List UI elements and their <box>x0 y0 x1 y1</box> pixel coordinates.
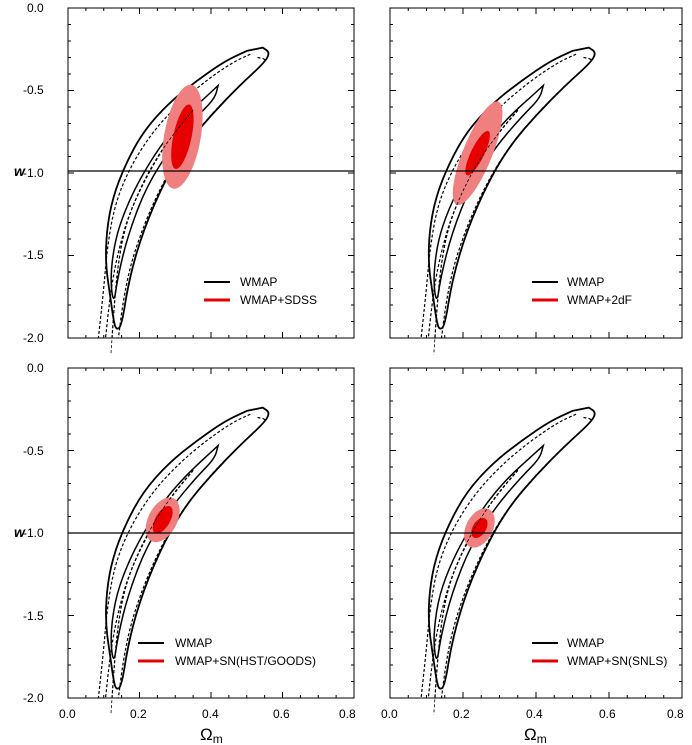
y-tick-label: 0.0 <box>27 1 44 15</box>
x-tick-label: 0.4 <box>526 707 543 721</box>
x-tick-label: 0.0 <box>59 707 76 721</box>
wmap-inner-dashed-overlay <box>433 470 519 715</box>
y-axis-label: w <box>14 163 26 179</box>
legend: WMAP WMAP+SN(SNLS) <box>532 636 667 668</box>
y-tick-label: 0.0 <box>27 361 44 375</box>
tick-marks <box>67 367 355 699</box>
legend-label-combined: WMAP+SN(HST/GOODS) <box>175 654 316 668</box>
x-tick-label: 0.0 <box>381 707 398 721</box>
legend-label-combined: WMAP+SDSS <box>240 293 317 307</box>
wmap-outer-dashed <box>117 416 266 698</box>
legend-label-wmap: WMAP <box>567 636 604 650</box>
wmap-outer-dashed <box>420 413 577 698</box>
y-axis-label: w <box>14 524 26 540</box>
x-tick-label: 0.8 <box>339 707 356 721</box>
y-tick-label: -1.0 <box>23 526 44 540</box>
legend-label-wmap: WMAP <box>567 275 604 289</box>
wmap-inner-dashed-overlay <box>433 110 519 355</box>
x-axis-label-sub: m <box>537 732 547 745</box>
y-tick-label: -0.5 <box>23 83 44 97</box>
x-tick-label: 0.8 <box>667 707 684 721</box>
x-axis-label-main: Ω <box>200 725 213 744</box>
panel-top-left: 0.0 -0.5 -1.0 -1.5 -2.0 w WMAP WMAP+SDSS <box>14 1 355 355</box>
x-tick-label: 0.2 <box>453 707 470 721</box>
legend-label-wmap: WMAP <box>240 275 277 289</box>
wmap-inner-contour <box>110 443 220 659</box>
x-axis-label: Ωm <box>524 725 547 745</box>
wmap-inner-dashed-overlay <box>110 470 194 715</box>
wmap-outer-dashed <box>97 413 251 698</box>
legend-label-combined: WMAP+2dF <box>567 293 632 307</box>
tick-marks <box>389 7 683 339</box>
y-tick-label: -0.5 <box>23 444 44 458</box>
legend: WMAP WMAP+2dF <box>532 275 632 307</box>
wmap-outer-dashed <box>420 53 577 338</box>
y-tick-label: -1.5 <box>23 609 44 623</box>
legend-label-combined: WMAP+SN(SNLS) <box>567 654 667 668</box>
inner-confidence-region <box>152 505 173 534</box>
panel-bottom-right: 0.0 0.2 0.4 0.6 0.8 Ωm WMAP WMAP+SN(SNLS… <box>381 367 684 745</box>
constraint-ellipses <box>433 101 519 355</box>
wmap-inner-contour <box>433 443 545 659</box>
constraint-ellipses <box>110 470 194 715</box>
wmap-contours <box>97 406 270 698</box>
x-axis-label-sub: m <box>213 732 223 745</box>
x-tick-label: 0.2 <box>130 707 147 721</box>
legend: WMAP WMAP+SDSS <box>204 275 317 307</box>
y-tick-label: -2.0 <box>23 691 44 705</box>
inner-confidence-region <box>465 130 490 176</box>
wmap-inner-dashed-overlay <box>110 110 194 355</box>
wmap-outer-dashed <box>117 56 266 338</box>
constraint-ellipses <box>110 84 203 355</box>
y-tick-label: -1.0 <box>23 166 44 180</box>
panel-bottom-left: 0.0 -0.5 -1.0 -1.5 -2.0 w 0.0 0.2 0.4 0.… <box>14 361 356 745</box>
wmap-contours <box>420 406 596 698</box>
tick-marks <box>389 367 683 699</box>
wmap-outer-dashed <box>97 53 251 338</box>
wmap-outer-dashed <box>440 56 592 338</box>
wmap-contours <box>420 46 596 338</box>
x-axis-label-main: Ω <box>524 725 537 744</box>
panel-top-right: WMAP WMAP+2dF <box>389 7 683 355</box>
legend-label-wmap: WMAP <box>175 636 212 650</box>
tick-marks <box>67 7 355 339</box>
wmap-outer-dashed <box>440 416 592 698</box>
x-tick-label: 0.6 <box>599 707 616 721</box>
x-tick-label: 0.6 <box>273 707 290 721</box>
legend: WMAP WMAP+SN(HST/GOODS) <box>138 636 316 668</box>
x-axis-label: Ωm <box>200 725 223 745</box>
y-tick-label: -1.5 <box>23 248 44 262</box>
x-tick-label: 0.4 <box>202 707 219 721</box>
inner-confidence-region <box>171 104 194 169</box>
y-tick-label: -2.0 <box>23 331 44 345</box>
